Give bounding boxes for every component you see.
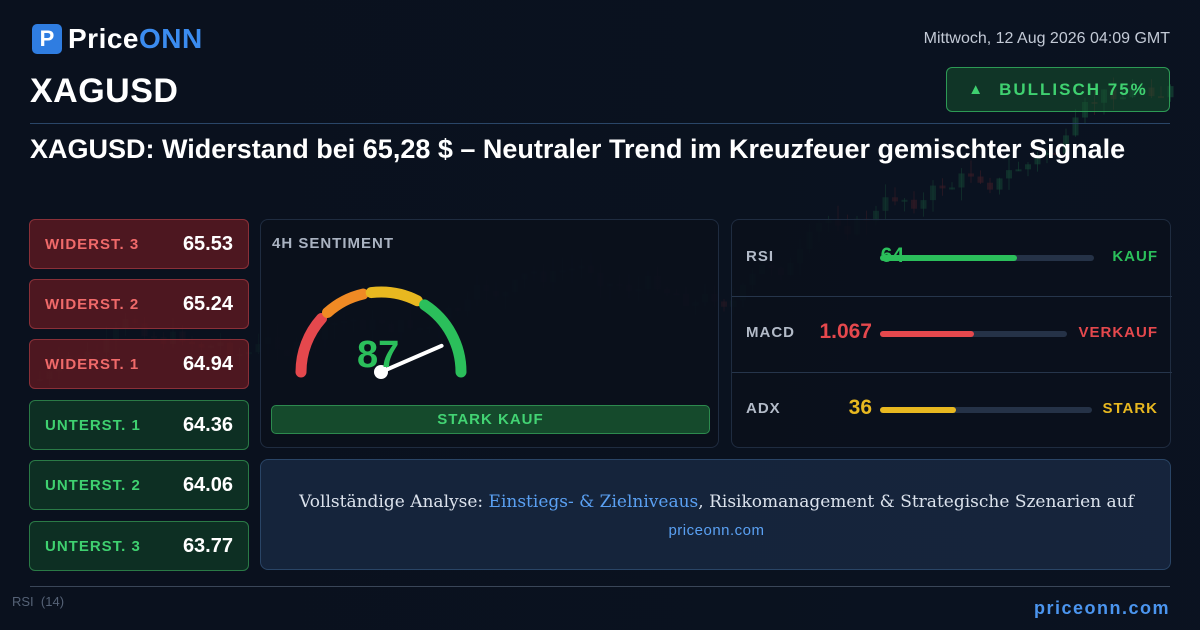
sentiment-gauge [295, 286, 467, 379]
indicator-row-adx: ADX 36 STARK [732, 372, 1172, 448]
indicator-value: 1.067 [819, 320, 872, 343]
rsi-tag-label: RSI [12, 594, 34, 609]
cta-text: Vollständige Analyse: Einstiegs- & Zieln… [261, 492, 1172, 512]
priceonn-logo: P PriceONN [32, 22, 203, 56]
cta-suffix: , Risikomanagement & Strategische Szenar… [698, 492, 1134, 512]
logo-mark-icon: P [32, 24, 62, 54]
analysis-cta[interactable]: Vollständige Analyse: Einstiegs- & Zieln… [260, 459, 1171, 570]
level-row: UNTERST. 1 64.36 [29, 400, 249, 450]
indicator-name: ADX [746, 400, 781, 417]
indicator-signal: VERKAUF [1078, 324, 1158, 341]
cta-prefix: Vollständige Analyse: [299, 492, 489, 512]
level-row: WIDERST. 2 65.24 [29, 279, 249, 329]
logo-wordmark: PriceONN [68, 23, 203, 55]
bias-label: BULLISCH 75% [999, 79, 1148, 99]
indicators-panel: RSI64KAUF MACD 1.067 VERKAUF ADX 36 STARK [731, 219, 1172, 448]
level-value: 65.24 [182, 292, 233, 315]
cta-highlight-link[interactable]: Einstiegs- & Zielniveaus [488, 492, 699, 512]
sentiment-panel: 4H SENTIMENT 87 STARK KAUF [260, 219, 719, 448]
report-datetime: Mittwoch, 12 Aug 2026 04:09 GMT [923, 30, 1170, 47]
sentiment-signal-button: STARK KAUF [271, 405, 710, 434]
background-rsi-label: RSI (14) [12, 594, 64, 609]
headline: XAGUSD: Widerstand bei 65,28 $ – Neutral… [30, 134, 1126, 164]
logo-word-main: Price [68, 23, 139, 54]
level-label: UNTERST. 1 [45, 416, 141, 434]
level-label: WIDERST. 1 [45, 355, 140, 373]
level-row: UNTERST. 2 64.06 [29, 460, 249, 510]
level-label: WIDERST. 2 [45, 295, 140, 313]
indicator-bar-track [880, 331, 1067, 337]
level-value: 64.94 [182, 352, 233, 375]
triangle-up-icon: ▲ [968, 81, 986, 98]
level-value: 65.53 [182, 232, 233, 255]
indicator-signal: KAUF [1112, 248, 1158, 265]
gauge-segment [295, 312, 328, 378]
cta-site-link[interactable]: priceonn.com [668, 522, 765, 539]
gauge-hub [374, 365, 388, 379]
indicator-signal: STARK [1102, 400, 1158, 417]
footer-site-link[interactable]: priceonn.com [1033, 598, 1170, 618]
level-value: 64.36 [182, 413, 233, 436]
logo-word-accent: ONN [139, 23, 203, 54]
indicator-name: MACD [746, 324, 795, 341]
level-row: WIDERST. 3 65.53 [29, 219, 249, 269]
level-label: UNTERST. 2 [45, 476, 141, 494]
gauge-segment [419, 299, 467, 378]
level-label: UNTERST. 3 [45, 537, 141, 555]
level-value: 63.77 [182, 534, 233, 557]
sentiment-title: 4H SENTIMENT [272, 235, 395, 252]
sentiment-value: 87 [357, 334, 400, 376]
indicator-bar-fill [880, 331, 974, 337]
gauge-needle [379, 343, 444, 374]
footer-divider [30, 586, 1170, 587]
level-value: 64.06 [182, 473, 233, 496]
indicator-bar-track [880, 407, 1092, 413]
level-row: UNTERST. 3 63.77 [29, 521, 249, 571]
indicator-row-rsi: RSI64KAUF [732, 220, 1172, 296]
indicator-separator [732, 296, 1172, 297]
indicator-separator [732, 372, 1172, 373]
indicator-bar-track [880, 255, 1094, 261]
indicator-bar-fill [880, 407, 957, 413]
indicator-value: 36 [848, 396, 872, 419]
header-divider [30, 123, 1170, 124]
gauge-segment [365, 286, 423, 307]
symbol-title: XAGUSD [30, 72, 179, 110]
level-row: WIDERST. 1 64.94 [29, 339, 249, 389]
indicator-bar-fill [880, 255, 1017, 261]
gauge-segment [321, 288, 369, 319]
bias-badge: ▲ BULLISCH 75% [946, 67, 1170, 112]
indicator-row-macd: MACD 1.067 VERKAUF [732, 296, 1172, 372]
level-label: WIDERST. 3 [45, 235, 140, 253]
indicator-name: RSI [746, 248, 775, 265]
rsi-tag-period: (14) [40, 594, 65, 609]
